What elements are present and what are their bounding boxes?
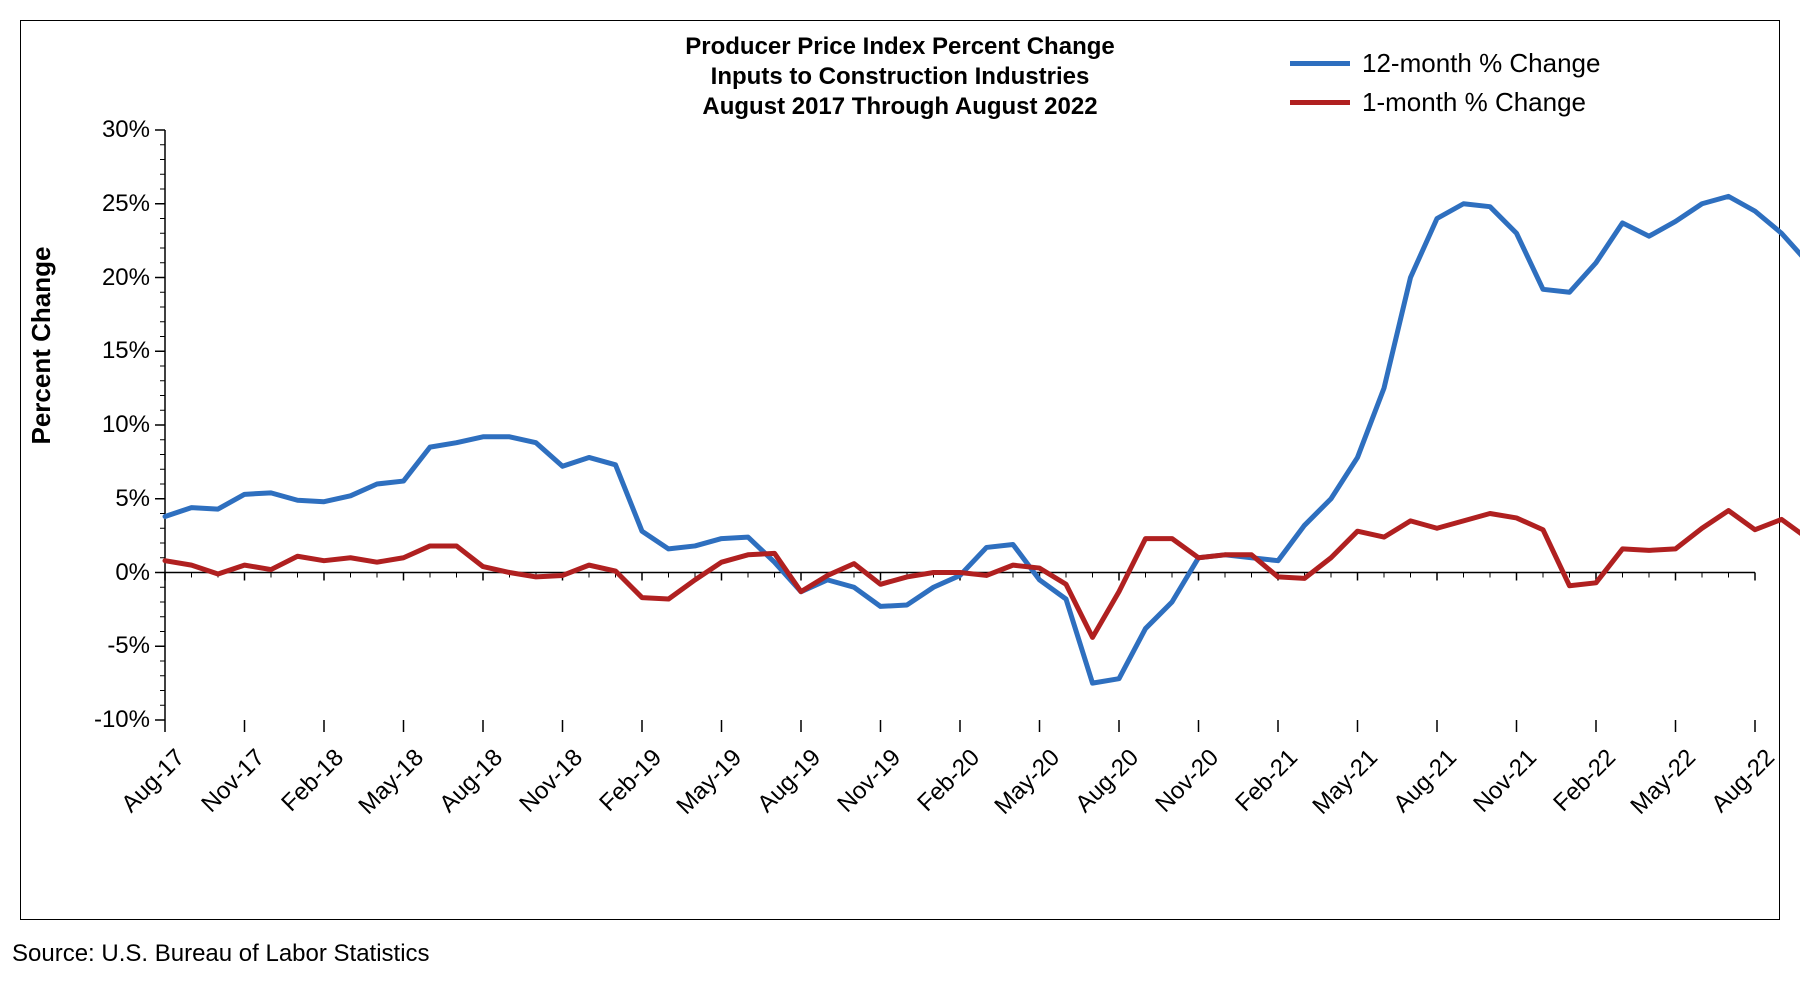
y-tick-label: -10% — [70, 706, 150, 734]
y-tick-label: 30% — [70, 116, 150, 144]
y-tick-label: 20% — [70, 264, 150, 292]
lines-svg — [0, 0, 1800, 984]
y-tick-label: 10% — [70, 411, 150, 439]
y-tick-label: 15% — [70, 337, 150, 365]
y-tick-label: 5% — [70, 485, 150, 513]
source-text: Source: U.S. Bureau of Labor Statistics — [12, 940, 430, 968]
series-one_month — [165, 511, 1800, 638]
chart-container: { "chart": { "type": "line", "title_line… — [0, 0, 1800, 984]
series-twelve_month — [165, 196, 1800, 683]
y-tick-label: 0% — [70, 559, 150, 587]
y-tick-label: -5% — [70, 632, 150, 660]
y-tick-label: 25% — [70, 190, 150, 218]
